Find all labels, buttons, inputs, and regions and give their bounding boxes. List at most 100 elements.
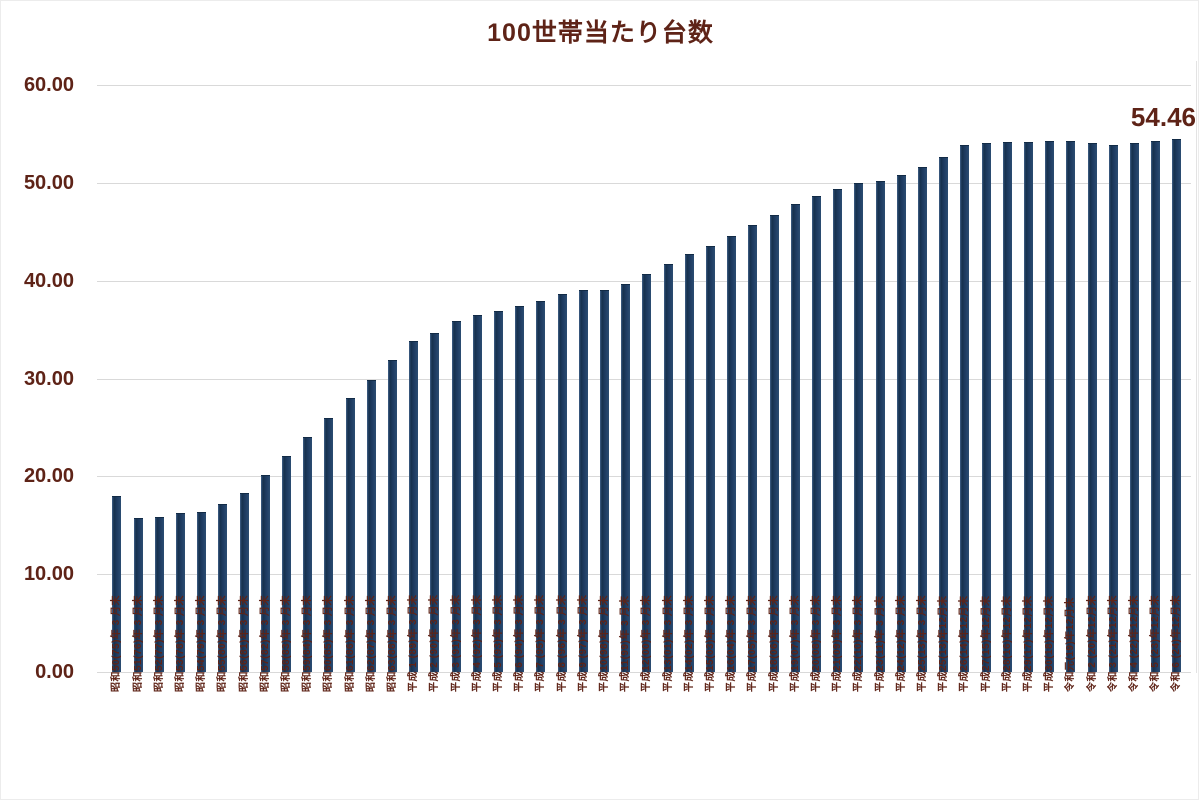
x-tick-label-text: 平成23(11)年 3 月末 xyxy=(875,596,886,692)
x-tick-label-text: 平成27(15)年12月末 xyxy=(981,595,992,692)
x-tick-label-text: 令和 4 (22)年12月末 xyxy=(1129,595,1140,692)
chart-title: 100世帯当たり台数 xyxy=(487,19,714,47)
x-tick-label-text: 平成 4 (92)年 3 月末 xyxy=(472,594,483,692)
x-tick-label-text: 平成26(14)年12月末 xyxy=(959,595,970,692)
x-tick-label-text: 平成24(12)年 3 月末 xyxy=(896,595,907,692)
bar xyxy=(790,203,800,672)
x-tick-label-text: 平成25(13)年 3 月末 xyxy=(917,595,928,692)
x-tick-label-text: 平成19(07)年 3 月末 xyxy=(790,595,801,692)
bar xyxy=(684,254,694,672)
bar xyxy=(557,294,567,672)
bar xyxy=(1087,142,1097,672)
bar xyxy=(599,289,609,672)
bar xyxy=(960,144,970,672)
x-tick-label-text: 平成20(08)年 3 月末 xyxy=(811,595,822,692)
x-tick-label-text: 平成 1 (89)年 3 月末 xyxy=(408,594,419,692)
bar xyxy=(1066,140,1076,672)
x-tick-label-text: 昭和61(86)年 3 月末 xyxy=(345,595,356,692)
x-tick-label-text: 平成25(13)年12月末 xyxy=(938,595,949,692)
x-tick-label-text: 令和元(19)年12月末 xyxy=(1065,597,1076,692)
gridline xyxy=(97,183,1191,184)
bar xyxy=(536,301,546,672)
bar xyxy=(578,289,588,672)
bar xyxy=(472,315,482,672)
bar xyxy=(1129,142,1139,672)
bar xyxy=(175,512,185,672)
x-tick-label-text: 昭和60(85)年 3 月末 xyxy=(323,595,334,692)
x-tick-label-text: 平成30(18)年12月末 xyxy=(1044,595,1055,692)
x-tick-label-text: 平成12(00)年 3 月末 xyxy=(641,595,652,692)
x-tick-label-text: 平成15(03)年 3 月末 xyxy=(705,595,716,692)
x-tick-label-text: 平成 5 (93)年 3 月末 xyxy=(493,594,504,692)
gridline xyxy=(97,672,1191,673)
bar xyxy=(642,273,652,672)
bar xyxy=(112,495,122,672)
x-tick-label-text: 昭和54(79)年 3 月末 xyxy=(196,595,207,692)
bar xyxy=(345,398,355,672)
y-tick-label: 0.00 xyxy=(35,661,74,683)
x-tick-label-text: 平成29(17)年12月末 xyxy=(1023,595,1034,692)
x-tick-label-text: 昭和50(75)年 3 月末 xyxy=(111,595,122,692)
bar xyxy=(854,183,864,672)
bar xyxy=(1172,139,1182,672)
y-tick-label: 10.00 xyxy=(23,563,74,586)
x-tick-label-text: 令和 6 (24)年12月末 xyxy=(1171,595,1182,692)
x-tick-label-text: 昭和52(77)年 3 月末 xyxy=(154,595,165,692)
x-tick-label-text: 平成 9 (97)年 3 月末 xyxy=(578,594,589,692)
bar xyxy=(430,332,440,672)
x-tick-label-text: 平成 8 (96)年 3 月末 xyxy=(557,594,568,692)
x-tick-label-text: 平成11(99)年 3 月末 xyxy=(620,596,631,692)
x-tick-label-text: 平成22(10)年 3 月末 xyxy=(853,595,864,692)
bar xyxy=(833,188,843,672)
bar xyxy=(1023,141,1033,672)
x-tick-label-text: 平成21(09)年 3 月末 xyxy=(832,595,843,692)
x-tick-label-text: 昭和58(83)年 3 月末 xyxy=(281,595,292,692)
x-tick-label-text: 昭和59(84)年 3 月末 xyxy=(302,595,313,692)
x-tick-label-text: 平成17(05)年 3 月末 xyxy=(747,595,758,692)
x-tick-label-text: 昭和53(78)年 3 月末 xyxy=(175,595,186,692)
bar xyxy=(748,225,758,672)
x-tick-label-text: 平成10(98)年 3 月末 xyxy=(599,595,610,692)
bar xyxy=(409,341,419,672)
bar xyxy=(705,245,715,672)
bar xyxy=(239,493,249,672)
y-tick-label: 50.00 xyxy=(23,172,74,194)
bar xyxy=(811,195,821,672)
x-tick-label-text: 昭和56(81)年 3 月末 xyxy=(239,595,250,692)
bar xyxy=(663,264,673,672)
y-tick-label: 30.00 xyxy=(23,367,74,390)
bar xyxy=(727,235,737,672)
x-tick-label-text: 令和 3 (21)年12月末 xyxy=(1108,595,1119,692)
x-tick-label-text: 令和 2 (20)年12月末 xyxy=(1087,595,1098,692)
x-tick-label-text: 平成14(02)年 3 月末 xyxy=(684,595,695,692)
x-tick-label-text: 平成18(06)年 3 月末 xyxy=(769,595,780,692)
bar xyxy=(515,306,525,672)
x-tick-label-text: 平成13(01)年 3 月末 xyxy=(663,595,674,692)
x-tick-label-text: 令和 5 (23)年12月末 xyxy=(1150,595,1161,692)
gridline xyxy=(97,85,1191,87)
last-bar-data-label: 54.46 xyxy=(1130,102,1196,132)
bar xyxy=(917,167,927,672)
bar xyxy=(1108,144,1118,672)
x-tick-label-text: 昭和51(76)年 3 月末 xyxy=(133,595,144,692)
plot-right-border xyxy=(1196,61,1197,673)
x-tick-label-text: 平成28(16)年12月末 xyxy=(1002,595,1013,692)
bar xyxy=(303,437,313,672)
bar xyxy=(154,517,164,672)
bar xyxy=(218,503,228,672)
y-tick-label: 20.00 xyxy=(23,465,74,488)
bar xyxy=(281,455,291,672)
x-tick-label-text: 昭和62(87)年 3 月末 xyxy=(366,595,377,692)
bar xyxy=(324,417,334,672)
x-tick-label-text: 平成 3 (91)年 3 月末 xyxy=(451,594,462,692)
bar xyxy=(260,475,270,672)
bar xyxy=(896,175,906,672)
x-tick-label-text: 平成 2 (90)年 3 月末 xyxy=(429,594,440,692)
bar xyxy=(939,156,949,672)
bar xyxy=(1045,140,1055,672)
x-tick-label-text: 平成16(04)年 3 月末 xyxy=(726,595,737,692)
bar xyxy=(133,518,143,672)
bar xyxy=(1002,141,1012,672)
bar xyxy=(451,320,461,672)
